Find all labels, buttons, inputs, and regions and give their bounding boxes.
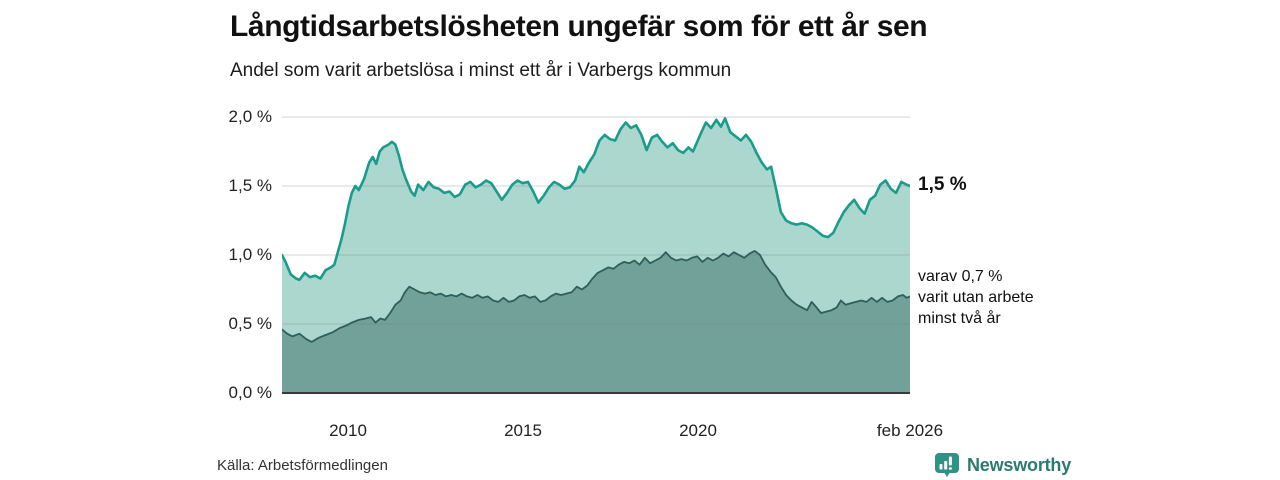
x-tick-label: feb 2026 [876,421,944,440]
two-year-annotation: varav 0,7 % varit utan arbete minst två … [918,266,1068,329]
plot-area [280,107,912,399]
x-tick-label: 2015 [504,421,542,440]
y-tick-label: 2,0 % [228,107,272,126]
area-chart [280,116,912,394]
newsworthy-bubble-chart-icon [934,452,960,478]
x-tick-label: 2010 [329,421,367,440]
newsworthy-logo: Newsworthy [934,451,1071,479]
y-tick-label: 1,5 % [228,176,272,195]
two-year-annotation-line: varav 0,7 % [918,268,1003,285]
y-tick-label: 0,5 % [228,314,272,333]
source-note: Källa: Arbetsförmedlingen [217,457,388,474]
two-year-annotation-line: minst två år [918,310,1001,327]
y-tick-label: 0,0 % [228,383,272,402]
two-year-annotation-line: varit utan arbete [918,289,1034,306]
newsworthy-wordmark: Newsworthy [967,454,1072,475]
y-tick-label: 1,0 % [228,245,272,264]
x-tick-label: 2020 [679,421,717,440]
latest-total-annotation: 1,5 % [918,174,967,195]
chart-subtitle: Andel som varit arbetslösa i minst ett å… [230,60,732,81]
chart-title: Långtidsarbetslösheten ungefär som för e… [230,10,928,43]
